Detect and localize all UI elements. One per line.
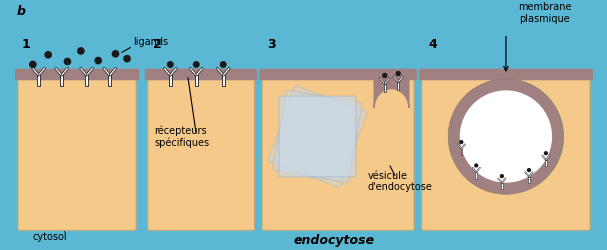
Bar: [195, 75, 197, 86]
Circle shape: [44, 51, 52, 59]
Bar: [501, 182, 503, 190]
FancyBboxPatch shape: [419, 69, 593, 80]
Bar: [528, 176, 530, 184]
Circle shape: [220, 61, 226, 68]
Bar: [109, 75, 111, 86]
Circle shape: [544, 151, 548, 155]
Text: 2: 2: [153, 38, 161, 51]
Circle shape: [448, 79, 564, 194]
Text: b: b: [16, 5, 25, 18]
Bar: [37, 75, 40, 86]
Text: membrane
plasmique: membrane plasmique: [518, 2, 571, 24]
Bar: [397, 82, 399, 90]
Bar: [545, 160, 547, 166]
Circle shape: [123, 55, 131, 62]
Circle shape: [77, 47, 85, 55]
Text: 3: 3: [268, 38, 276, 51]
Bar: [475, 172, 477, 179]
Circle shape: [112, 50, 120, 58]
Text: ligands: ligands: [133, 37, 168, 47]
Circle shape: [396, 71, 401, 76]
Circle shape: [167, 61, 174, 68]
Text: endocytose: endocytose: [293, 234, 375, 247]
Bar: [60, 75, 63, 86]
Text: 1: 1: [21, 38, 30, 51]
FancyBboxPatch shape: [279, 96, 356, 177]
FancyBboxPatch shape: [15, 69, 139, 80]
Circle shape: [459, 140, 464, 144]
Bar: [222, 75, 225, 86]
Circle shape: [459, 90, 552, 183]
Circle shape: [474, 163, 478, 168]
Bar: [86, 75, 88, 86]
Text: récepteurs
spécifiques: récepteurs spécifiques: [154, 126, 209, 148]
FancyBboxPatch shape: [273, 90, 362, 183]
Circle shape: [29, 60, 36, 68]
Circle shape: [193, 61, 200, 68]
Bar: [461, 148, 462, 155]
FancyBboxPatch shape: [148, 76, 254, 230]
FancyBboxPatch shape: [422, 76, 590, 230]
Circle shape: [64, 58, 71, 65]
Text: vésicule
d'endocytose: vésicule d'endocytose: [367, 171, 432, 192]
FancyBboxPatch shape: [262, 76, 414, 230]
Circle shape: [94, 57, 102, 64]
FancyBboxPatch shape: [259, 69, 417, 80]
Text: cytosol: cytosol: [33, 232, 67, 242]
Bar: [169, 75, 172, 86]
Text: 4: 4: [428, 38, 437, 51]
Circle shape: [527, 168, 531, 172]
FancyBboxPatch shape: [18, 76, 136, 230]
Bar: [384, 84, 386, 92]
Circle shape: [500, 174, 504, 178]
Circle shape: [382, 73, 387, 78]
FancyBboxPatch shape: [268, 86, 367, 187]
FancyBboxPatch shape: [145, 69, 257, 80]
Polygon shape: [374, 74, 409, 108]
